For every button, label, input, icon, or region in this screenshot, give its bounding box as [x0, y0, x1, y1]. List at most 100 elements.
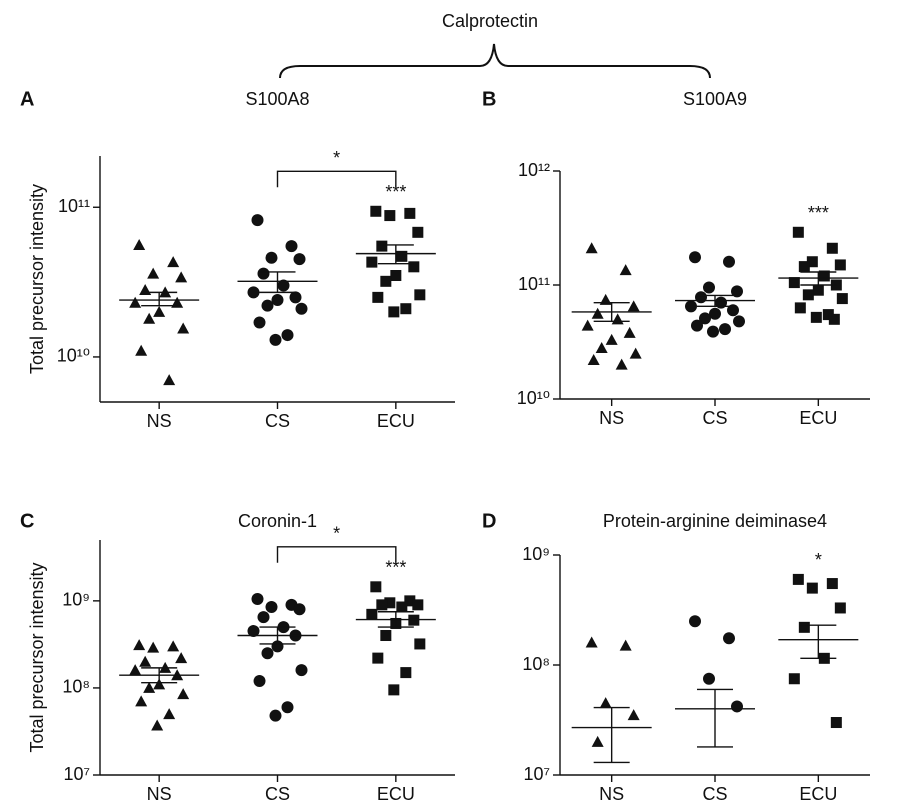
data-point [822, 309, 834, 321]
data-point [792, 573, 804, 585]
data-point [834, 602, 846, 614]
data-point [139, 655, 152, 667]
data-point [271, 294, 284, 307]
data-point [147, 641, 160, 653]
data-point [293, 603, 306, 616]
data-point [251, 214, 264, 227]
data-point [257, 267, 270, 280]
data-point [794, 302, 806, 314]
significance: *** [385, 558, 406, 578]
data-point [257, 611, 270, 624]
data-point [167, 256, 180, 268]
x-tick-label: CS [702, 784, 727, 804]
data-point [388, 684, 400, 696]
group-title: Calprotectin [442, 11, 538, 31]
data-point [733, 315, 745, 328]
data-point [826, 578, 838, 590]
data-point [390, 270, 402, 282]
data-point [591, 735, 604, 747]
data-point [412, 226, 424, 238]
data-point [581, 319, 594, 331]
data-point [143, 681, 156, 693]
data-point [731, 700, 743, 713]
data-point [370, 205, 382, 217]
data-point [629, 347, 642, 359]
significance: *** [808, 203, 829, 223]
panel-title: Coronin-1 [238, 511, 317, 531]
data-point [834, 259, 846, 271]
data-point [404, 595, 416, 607]
data-point [400, 667, 412, 679]
data-point [175, 652, 188, 664]
data-point [281, 329, 294, 342]
data-point [731, 285, 743, 298]
data-point [384, 210, 396, 222]
data-point [139, 284, 152, 296]
bracket [276, 170, 397, 188]
data-point [261, 299, 274, 312]
x-tick-label: CS [702, 408, 727, 428]
x-tick-label: CS [265, 784, 290, 804]
data-point [828, 313, 840, 325]
data-point [133, 639, 146, 651]
data-point [151, 719, 164, 731]
data-point [719, 323, 731, 336]
data-point [695, 291, 707, 304]
y-tick-label: 10¹⁰ [517, 388, 550, 408]
data-point [619, 639, 632, 651]
y-tick-label: 10¹⁰ [57, 346, 90, 366]
data-point [380, 275, 392, 287]
data-point [404, 207, 416, 219]
data-point [153, 678, 166, 690]
data-point [723, 632, 735, 645]
data-point [788, 277, 800, 289]
data-point [810, 311, 822, 323]
brace [279, 43, 711, 79]
data-point [251, 593, 264, 606]
data-point [177, 688, 190, 700]
y-tick-label: 10¹¹ [58, 196, 90, 216]
panel-title: Protein-arginine deiminase4 [603, 511, 827, 531]
x-tick-label: NS [599, 408, 624, 428]
x-tick-label: NS [599, 784, 624, 804]
data-point [289, 291, 302, 304]
y-tick-label: 10⁸ [522, 654, 550, 674]
x-tick-label: ECU [799, 784, 837, 804]
data-point [727, 304, 739, 317]
data-point [247, 625, 260, 638]
data-point [133, 238, 146, 250]
y-axis-label: Total precursor intensity [27, 184, 47, 374]
x-tick-label: ECU [377, 784, 415, 804]
data-point [585, 636, 598, 648]
data-point [261, 647, 274, 660]
data-point [806, 582, 818, 594]
data-point [788, 673, 800, 685]
data-point [689, 251, 701, 264]
bracket [276, 546, 397, 563]
data-point [285, 240, 298, 253]
x-tick-label: ECU [377, 411, 415, 431]
panel-title: S100A9 [683, 89, 747, 109]
data-point [826, 242, 838, 254]
data-point [627, 709, 640, 721]
significance: * [333, 524, 340, 544]
data-point [627, 300, 640, 312]
data-point [177, 322, 190, 334]
data-point [699, 312, 711, 325]
data-point [253, 316, 266, 329]
data-point [812, 284, 824, 296]
data-point [295, 664, 308, 677]
data-point [689, 615, 701, 628]
y-axis-label: Total precursor intensity [27, 562, 47, 752]
panel-label: D [482, 510, 496, 532]
data-point [281, 701, 294, 714]
data-point [723, 255, 735, 268]
x-tick-label: NS [147, 784, 172, 804]
panel-title: S100A8 [245, 89, 309, 109]
y-tick-label: 10⁹ [62, 590, 90, 610]
data-point [585, 242, 598, 254]
data-point [265, 601, 278, 614]
data-point [366, 256, 378, 268]
data-point [269, 333, 282, 346]
